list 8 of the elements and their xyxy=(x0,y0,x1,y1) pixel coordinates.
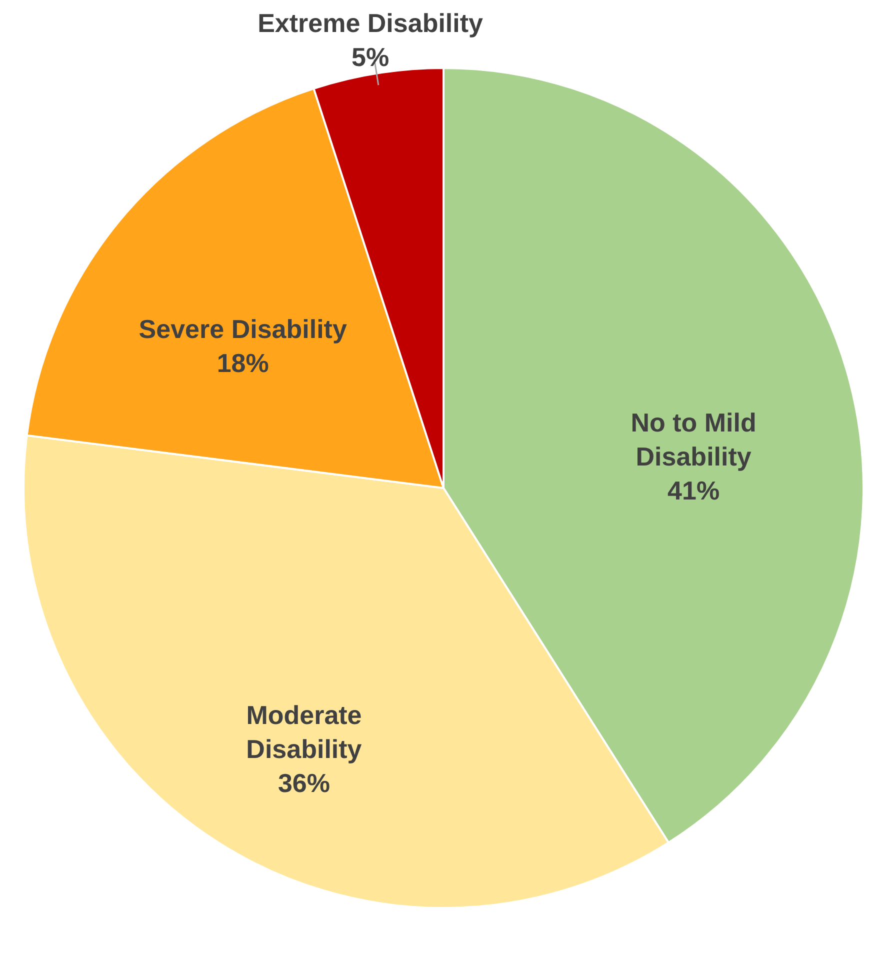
data-label: 18% xyxy=(216,348,269,378)
slice-label: No to Mild Disability xyxy=(630,407,756,472)
slice-label: Extreme Disability xyxy=(258,8,484,38)
slice-label: Severe Disability xyxy=(138,314,348,344)
data-label: 5% xyxy=(352,42,390,72)
slice-label: Moderate Disability xyxy=(246,700,362,764)
data-label: 36% xyxy=(278,768,330,798)
data-label: 41% xyxy=(668,475,720,506)
